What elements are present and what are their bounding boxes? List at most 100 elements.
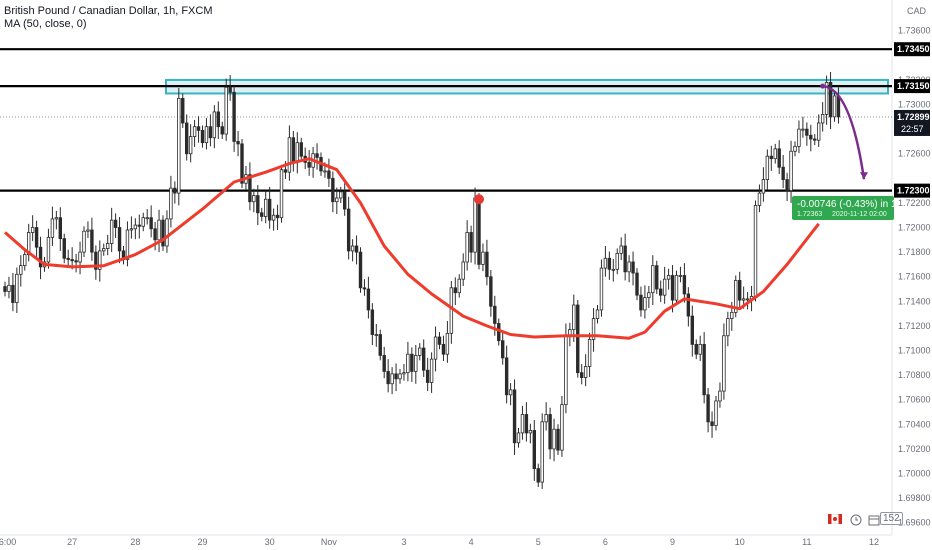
candles (3, 71, 841, 489)
clock-icon[interactable] (850, 514, 862, 529)
candle (809, 124, 813, 152)
candle (3, 281, 7, 297)
ideas-badge-icon[interactable]: 152 (880, 512, 903, 525)
candle (805, 122, 809, 146)
candle-body (785, 179, 789, 192)
candle-body (307, 161, 311, 168)
y-tick-label: 1.70000 (898, 469, 931, 479)
candle (481, 243, 485, 272)
candle (643, 285, 647, 319)
candle (832, 91, 837, 122)
arrow-start (820, 83, 826, 89)
candle (86, 221, 90, 238)
calendar-icon[interactable] (868, 514, 880, 529)
candle (165, 210, 169, 253)
candle (224, 78, 228, 141)
candle (232, 85, 236, 152)
candle (528, 423, 533, 444)
y-tick-label: 1.69800 (898, 493, 931, 503)
candle-body (544, 414, 548, 423)
candle (354, 235, 359, 265)
candle-body (741, 298, 746, 301)
candle (698, 335, 702, 361)
candle (177, 87, 181, 206)
candle-body (196, 126, 201, 131)
candle (256, 185, 260, 226)
candle (271, 208, 276, 231)
candle-body (678, 275, 683, 277)
candle (418, 343, 422, 361)
candle (275, 204, 280, 230)
candle-body (643, 297, 647, 311)
candle-body (469, 232, 473, 253)
candle-body (587, 339, 592, 367)
candle-body (358, 251, 363, 289)
level-price-tag-box (894, 183, 930, 198)
candle-body (659, 288, 663, 296)
candle-body (757, 192, 762, 206)
candle-body (765, 155, 770, 180)
candle (797, 120, 801, 154)
candle (560, 396, 564, 457)
candle (469, 225, 473, 263)
last-price-tag-box (894, 109, 930, 136)
candle-body (745, 298, 750, 301)
candle (580, 364, 584, 385)
candle (536, 463, 540, 488)
level-price-tag: 1.73150 (894, 79, 930, 94)
candle (157, 209, 161, 253)
candle-body (184, 122, 189, 155)
candle-body (536, 468, 540, 483)
candle-body (421, 347, 426, 371)
candle (781, 154, 785, 189)
x-tick-label: 4 (469, 537, 474, 547)
candle-body (26, 232, 31, 255)
projection-change: -0.00746 (-0.43%) in 11h (797, 199, 907, 210)
level-price-tag-text: 1.72300 (897, 186, 930, 196)
candle (461, 253, 465, 286)
candle (615, 248, 619, 275)
candle-body (706, 394, 710, 423)
candle (777, 140, 781, 175)
candle-body (256, 195, 260, 214)
y-tick-label: 1.72600 (898, 149, 931, 159)
candle-body (425, 369, 430, 383)
candle (706, 388, 710, 433)
candle-body (540, 421, 544, 483)
candle (449, 281, 454, 344)
last-price-value: 1.72899 (897, 112, 930, 122)
candle-body (674, 275, 679, 301)
candle (801, 116, 805, 138)
candle-body (524, 414, 529, 434)
candle (173, 181, 177, 204)
candle-body (682, 275, 687, 295)
candle-body (58, 217, 62, 239)
candle (745, 292, 750, 310)
candle (394, 363, 398, 392)
candle (437, 332, 442, 350)
candle (504, 345, 509, 404)
candle (346, 196, 351, 260)
y-tick-label: 1.71200 (898, 321, 931, 331)
x-tick-label: 27 (67, 537, 77, 547)
canada-flag-icon[interactable] (827, 513, 843, 527)
candle-body (165, 218, 169, 247)
candle-body (323, 170, 327, 173)
candle (710, 411, 714, 438)
candle (678, 266, 683, 283)
candle-body (106, 243, 110, 249)
candle-body (718, 390, 722, 402)
candle-body (192, 126, 197, 137)
y-tick-label: 1.71600 (898, 272, 931, 282)
candle (508, 383, 513, 406)
candle-body (698, 343, 702, 355)
candle-body (220, 126, 224, 135)
candle-body (714, 400, 718, 426)
candle (358, 247, 363, 293)
candle (34, 220, 39, 258)
candle-body (449, 287, 454, 334)
candle-body (291, 137, 296, 162)
candle-body (520, 414, 525, 434)
